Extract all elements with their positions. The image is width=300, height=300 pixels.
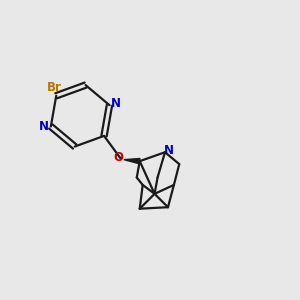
Text: N: N: [111, 97, 121, 110]
Text: N: N: [164, 144, 174, 157]
Text: O: O: [113, 151, 123, 164]
Text: N: N: [39, 120, 49, 133]
Text: Br: Br: [47, 81, 62, 94]
Polygon shape: [124, 158, 140, 164]
